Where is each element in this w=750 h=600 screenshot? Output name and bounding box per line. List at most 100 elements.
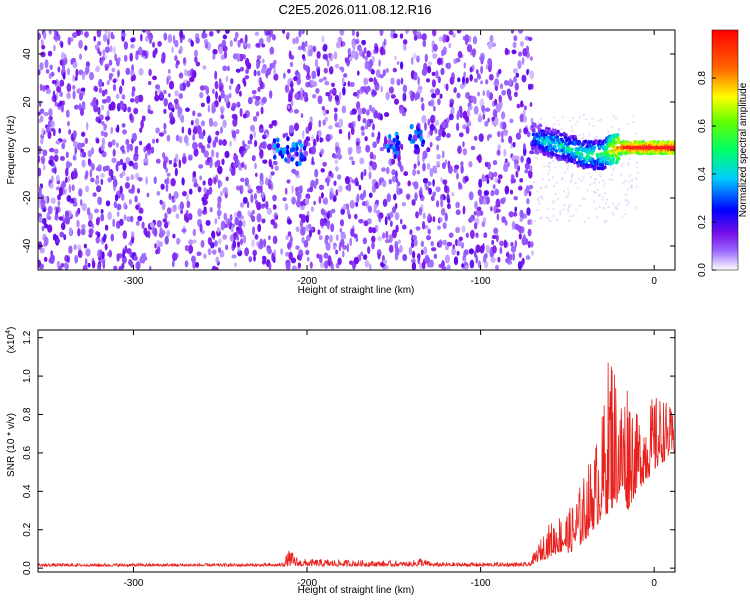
heatmap-cell — [284, 84, 289, 93]
heatmap-cell — [87, 158, 91, 165]
heatmap-cell — [340, 233, 346, 240]
heatmap-cell — [152, 50, 156, 59]
heatmap-cell — [208, 186, 213, 195]
heatmap-cell — [242, 234, 247, 244]
heatmap-cell — [370, 69, 375, 75]
heatmap-cell — [483, 190, 489, 196]
heatmap-cell — [166, 207, 172, 215]
heatmap-cell — [163, 32, 168, 41]
heatmap-cell — [218, 95, 222, 103]
heatmap-cell — [366, 118, 372, 128]
heatmap-cell — [451, 106, 455, 115]
heatmap-cell — [400, 61, 404, 70]
heatmap-cell — [107, 141, 113, 148]
heatmap-cell — [252, 116, 258, 122]
heatmap-cell — [403, 171, 409, 177]
heatmap-cell — [169, 80, 174, 90]
heatmap-cell — [519, 102, 524, 108]
heatmap-cell — [87, 263, 91, 268]
heatmap-cell — [66, 195, 72, 202]
heatmap-cell — [240, 150, 245, 157]
heatmap-cell — [420, 97, 424, 103]
heatmap-cell — [47, 131, 52, 139]
heatmap-cell — [376, 249, 382, 258]
heatmap-cell — [206, 157, 211, 163]
heatmap-cell — [363, 220, 369, 227]
heatmap-cell — [88, 212, 93, 221]
heatmap-cell — [48, 30, 52, 35]
heatmap-cell — [94, 208, 99, 214]
heatmap-cell — [129, 199, 132, 205]
heatmap-cell — [231, 254, 237, 259]
heatmap-cell — [363, 169, 367, 177]
heatmap-cell — [337, 174, 342, 180]
heatmap-cell — [84, 137, 89, 144]
heatmap-cell — [486, 89, 491, 98]
heatmap-cell — [412, 52, 417, 60]
heatmap-cell — [141, 30, 147, 33]
heatmap-cell — [62, 138, 67, 144]
heatmap-cell — [501, 121, 507, 130]
heatmap-cell — [209, 207, 213, 213]
heatmap-cell — [432, 53, 438, 59]
heatmap-cell — [43, 111, 49, 117]
heatmap-cell — [423, 246, 428, 255]
heatmap-cell — [147, 149, 151, 156]
heatmap-cell — [77, 228, 81, 237]
heatmap-cell — [465, 91, 470, 100]
heatmap-cell — [72, 32, 78, 38]
heatmap-cell — [164, 235, 169, 245]
heatmap-cell — [149, 265, 152, 270]
heatmap-cell — [257, 223, 262, 232]
heatmap-cell — [54, 214, 59, 221]
heatmap-cell — [347, 213, 352, 220]
heatmap-cell — [211, 230, 216, 239]
heatmap-cell — [192, 239, 197, 244]
heatmap-cell — [135, 204, 140, 210]
heatmap-cell — [212, 121, 218, 128]
heatmap-cell — [50, 71, 55, 77]
heatmap-cell — [166, 134, 171, 142]
heatmap-cell — [92, 260, 96, 269]
heatmap-cell — [101, 121, 105, 126]
heatmap-cell — [301, 214, 307, 223]
heatmap-cell — [81, 87, 86, 92]
heatmap-cell — [421, 261, 426, 270]
heatmap-cell — [162, 152, 166, 159]
heatmap-cell — [429, 123, 435, 131]
heatmap-cell — [429, 141, 433, 148]
heatmap-cell — [395, 170, 398, 179]
heatmap-cell — [525, 45, 530, 54]
heatmap-cell — [84, 45, 88, 51]
heatmap-cell — [423, 178, 428, 184]
heatmap-cell — [511, 178, 517, 184]
heatmap-cell — [462, 205, 466, 215]
heatmap-cell — [136, 220, 140, 226]
heatmap-cell — [239, 202, 245, 208]
heatmap-cell — [60, 42, 64, 48]
heatmap-cell — [487, 133, 493, 139]
heatmap-cell — [202, 129, 206, 136]
heatmap-cell — [215, 130, 220, 136]
heatmap-cell — [412, 250, 416, 259]
heatmap-cell — [145, 176, 148, 185]
heatmap-cell — [148, 68, 152, 77]
heatmap-cell — [173, 191, 179, 199]
heatmap-cell — [104, 66, 109, 71]
heatmap-cell — [239, 185, 243, 195]
heatmap-cell — [38, 259, 42, 268]
heatmap-cell — [363, 189, 366, 198]
heatmap-cell — [513, 68, 518, 74]
heatmap-cell — [339, 228, 343, 233]
heatmap-cell — [132, 132, 137, 142]
heatmap-cell — [240, 38, 244, 44]
heatmap-cell — [268, 123, 273, 129]
heatmap-cell — [246, 201, 250, 209]
heatmap-cell — [399, 188, 403, 195]
heatmap-cell — [380, 46, 384, 56]
heatmap-cell — [126, 216, 132, 222]
heatmap-cell — [498, 68, 502, 75]
heatmap-cell — [325, 134, 331, 142]
heatmap-cell — [230, 78, 234, 85]
heatmap-cell — [137, 215, 143, 222]
